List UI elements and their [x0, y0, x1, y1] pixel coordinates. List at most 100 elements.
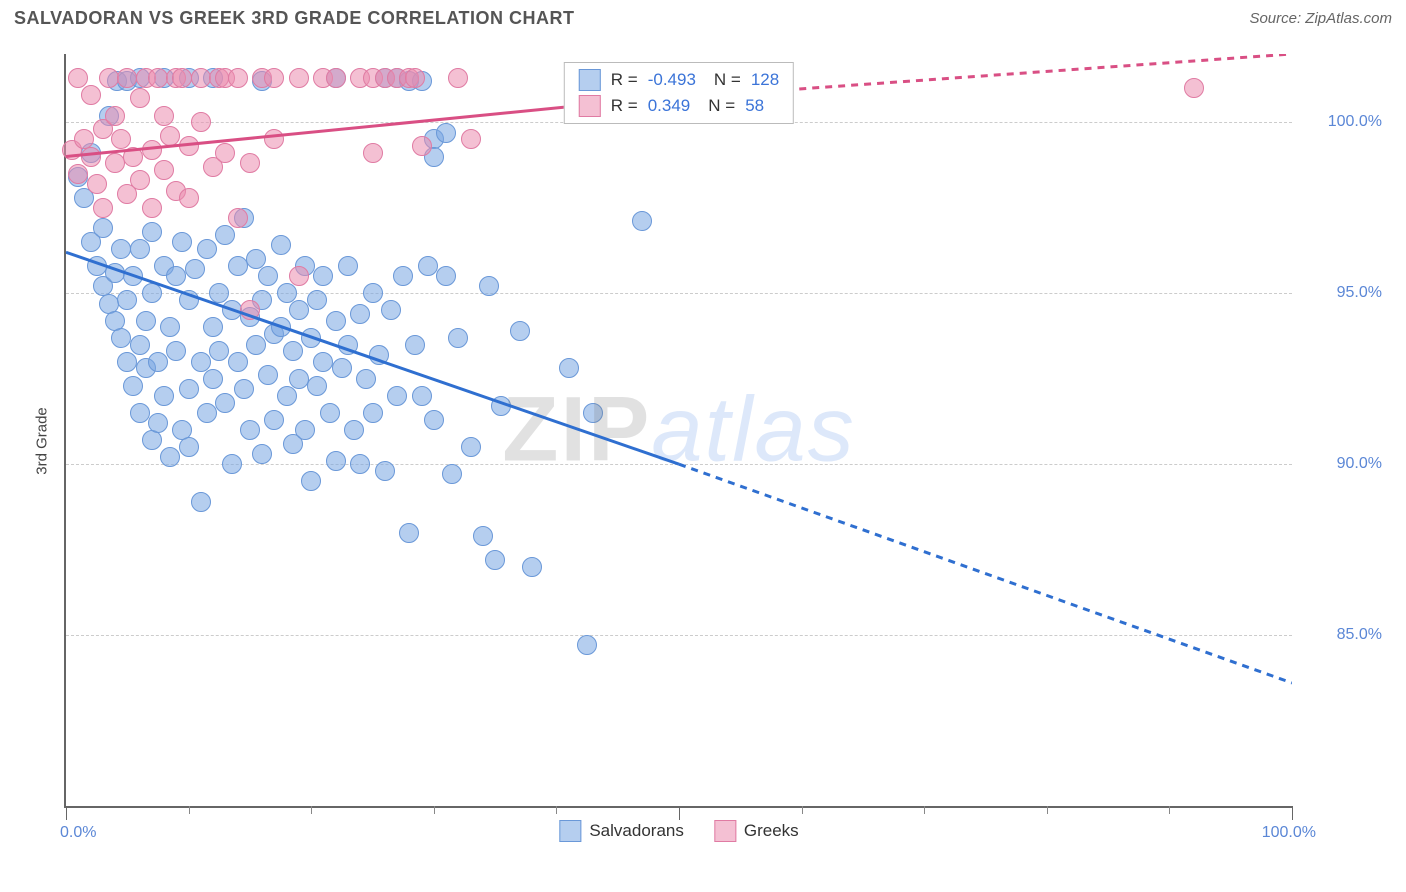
point-salvadorans — [344, 420, 364, 440]
point-salvadorans — [191, 492, 211, 512]
y-tick-label: 100.0% — [1328, 113, 1382, 131]
point-greeks — [68, 164, 88, 184]
x-tick — [802, 806, 803, 814]
y-axis-label: 3rd Grade — [33, 407, 50, 475]
point-salvadorans — [277, 283, 297, 303]
point-greeks — [105, 106, 125, 126]
point-salvadorans — [166, 266, 186, 286]
point-salvadorans — [246, 335, 266, 355]
point-greeks — [240, 300, 260, 320]
point-salvadorans — [240, 420, 260, 440]
point-salvadorans — [491, 396, 511, 416]
point-greeks — [68, 68, 88, 88]
point-salvadorans — [424, 410, 444, 430]
point-salvadorans — [522, 557, 542, 577]
point-salvadorans — [123, 376, 143, 396]
x-axis-max-label: 100.0% — [1262, 824, 1316, 842]
x-tick — [679, 806, 680, 820]
point-greeks — [191, 68, 211, 88]
point-greeks — [412, 136, 432, 156]
point-greeks — [123, 147, 143, 167]
point-salvadorans — [179, 290, 199, 310]
point-salvadorans — [203, 317, 223, 337]
point-greeks — [130, 88, 150, 108]
point-salvadorans — [179, 379, 199, 399]
point-salvadorans — [399, 523, 419, 543]
swatch-b-icon — [579, 95, 601, 117]
point-salvadorans — [289, 369, 309, 389]
point-salvadorans — [448, 328, 468, 348]
point-salvadorans — [93, 218, 113, 238]
point-salvadorans — [289, 300, 309, 320]
x-tick — [66, 806, 67, 820]
point-greeks — [289, 266, 309, 286]
series-legend: Salvadorans Greeks — [559, 820, 798, 842]
point-salvadorans — [332, 358, 352, 378]
swatch-a-icon — [579, 69, 601, 91]
point-salvadorans — [271, 317, 291, 337]
point-salvadorans — [301, 471, 321, 491]
point-salvadorans — [111, 239, 131, 259]
point-salvadorans — [393, 266, 413, 286]
point-greeks — [160, 126, 180, 146]
point-salvadorans — [130, 335, 150, 355]
point-salvadorans — [117, 290, 137, 310]
point-greeks — [363, 143, 383, 163]
point-salvadorans — [258, 266, 278, 286]
swatch-b-icon — [714, 820, 736, 842]
point-salvadorans — [381, 300, 401, 320]
point-salvadorans — [363, 403, 383, 423]
point-salvadorans — [559, 358, 579, 378]
point-salvadorans — [350, 304, 370, 324]
x-tick — [1292, 806, 1293, 820]
point-salvadorans — [271, 235, 291, 255]
point-salvadorans — [228, 352, 248, 372]
point-salvadorans — [246, 249, 266, 269]
point-greeks — [264, 68, 284, 88]
point-salvadorans — [191, 352, 211, 372]
point-greeks — [448, 68, 468, 88]
point-salvadorans — [405, 335, 425, 355]
watermark: ZIPatlas — [502, 378, 855, 483]
point-greeks — [179, 188, 199, 208]
stats-row-b: R = 0.349 N = 58 — [579, 93, 779, 119]
point-salvadorans — [197, 239, 217, 259]
point-salvadorans — [338, 335, 358, 355]
x-tick — [189, 806, 190, 814]
point-salvadorans — [510, 321, 530, 341]
point-salvadorans — [123, 266, 143, 286]
point-salvadorans — [350, 454, 370, 474]
point-greeks — [228, 68, 248, 88]
point-salvadorans — [307, 290, 327, 310]
point-greeks — [461, 129, 481, 149]
point-salvadorans — [148, 352, 168, 372]
point-salvadorans — [313, 266, 333, 286]
x-axis-min-label: 0.0% — [60, 824, 96, 842]
point-salvadorans — [479, 276, 499, 296]
y-tick-label: 85.0% — [1337, 626, 1382, 644]
point-greeks — [117, 68, 137, 88]
point-greeks — [87, 174, 107, 194]
stats-row-a: R = -0.493 N = 128 — [579, 67, 779, 93]
point-salvadorans — [222, 454, 242, 474]
point-salvadorans — [117, 352, 137, 372]
point-salvadorans — [148, 413, 168, 433]
point-greeks — [154, 160, 174, 180]
point-salvadorans — [375, 461, 395, 481]
gridline — [66, 635, 1292, 636]
point-salvadorans — [209, 283, 229, 303]
point-salvadorans — [436, 123, 456, 143]
x-tick — [556, 806, 557, 814]
point-salvadorans — [87, 256, 107, 276]
point-salvadorans — [130, 239, 150, 259]
point-greeks — [81, 85, 101, 105]
chart-source: Source: ZipAtlas.com — [1249, 10, 1392, 27]
point-salvadorans — [436, 266, 456, 286]
swatch-a-icon — [559, 820, 581, 842]
point-salvadorans — [203, 369, 223, 389]
point-greeks — [215, 143, 235, 163]
point-greeks — [264, 129, 284, 149]
point-salvadorans — [295, 420, 315, 440]
point-salvadorans — [307, 376, 327, 396]
point-greeks — [172, 68, 192, 88]
